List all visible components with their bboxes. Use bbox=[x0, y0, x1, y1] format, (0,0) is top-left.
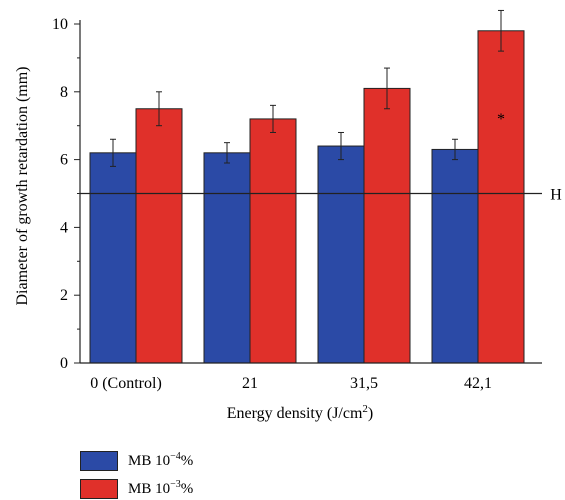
axes-layer bbox=[74, 20, 542, 364]
x-tick-label-0-control: 0 (Control) bbox=[90, 375, 162, 392]
reference-line-label: H bbox=[550, 187, 562, 204]
legend-swatch-blue bbox=[80, 451, 118, 471]
labels-layer: 0 2 4 6 8 10 H 0 (Control) 21 31,5 42,1 Energy dens… bbox=[14, 16, 562, 422]
x-axis-title: Energy density (J/cm2) bbox=[227, 403, 374, 422]
x-tick-label-42-1: 42,1 bbox=[464, 375, 492, 392]
significance-asterisk: * bbox=[497, 111, 505, 128]
bar-series2-31-5 bbox=[363, 87, 411, 364]
legend-label-mb-1e-4: MB 10−4% bbox=[128, 451, 194, 470]
x-tick-label-31-5: 31,5 bbox=[350, 375, 378, 392]
x-tick-label-21: 21 bbox=[242, 375, 258, 392]
bar-series1-21 bbox=[203, 152, 251, 364]
bars-layer bbox=[89, 9, 525, 364]
legend-label-mb-1e-3: MB 10−3% bbox=[128, 479, 194, 498]
bar-series1-31-5 bbox=[317, 145, 365, 364]
bar-series2-42-1 bbox=[477, 30, 525, 364]
bar-series2-21 bbox=[249, 118, 297, 364]
y-axis-title: Diameter of growth retardation (mm) bbox=[14, 66, 31, 305]
legend-item-mb-1e-3: MB 10−3% bbox=[80, 479, 280, 499]
y-tick-label-6: 6 bbox=[60, 152, 68, 169]
legend-item-mb-1e-4: MB 10−4% bbox=[80, 451, 280, 471]
y-tick-label-2: 2 bbox=[60, 287, 68, 304]
legend-swatch-red bbox=[80, 479, 118, 499]
y-tick-label-8: 8 bbox=[60, 84, 68, 101]
y-tick-label-10: 10 bbox=[52, 16, 68, 33]
bar-series1-0-control bbox=[89, 152, 137, 364]
y-tick-label-4: 4 bbox=[60, 219, 68, 236]
y-tick-label-0: 0 bbox=[60, 355, 68, 372]
bar-series1-42-1 bbox=[431, 148, 479, 364]
bar-series2-0-control bbox=[135, 108, 183, 364]
